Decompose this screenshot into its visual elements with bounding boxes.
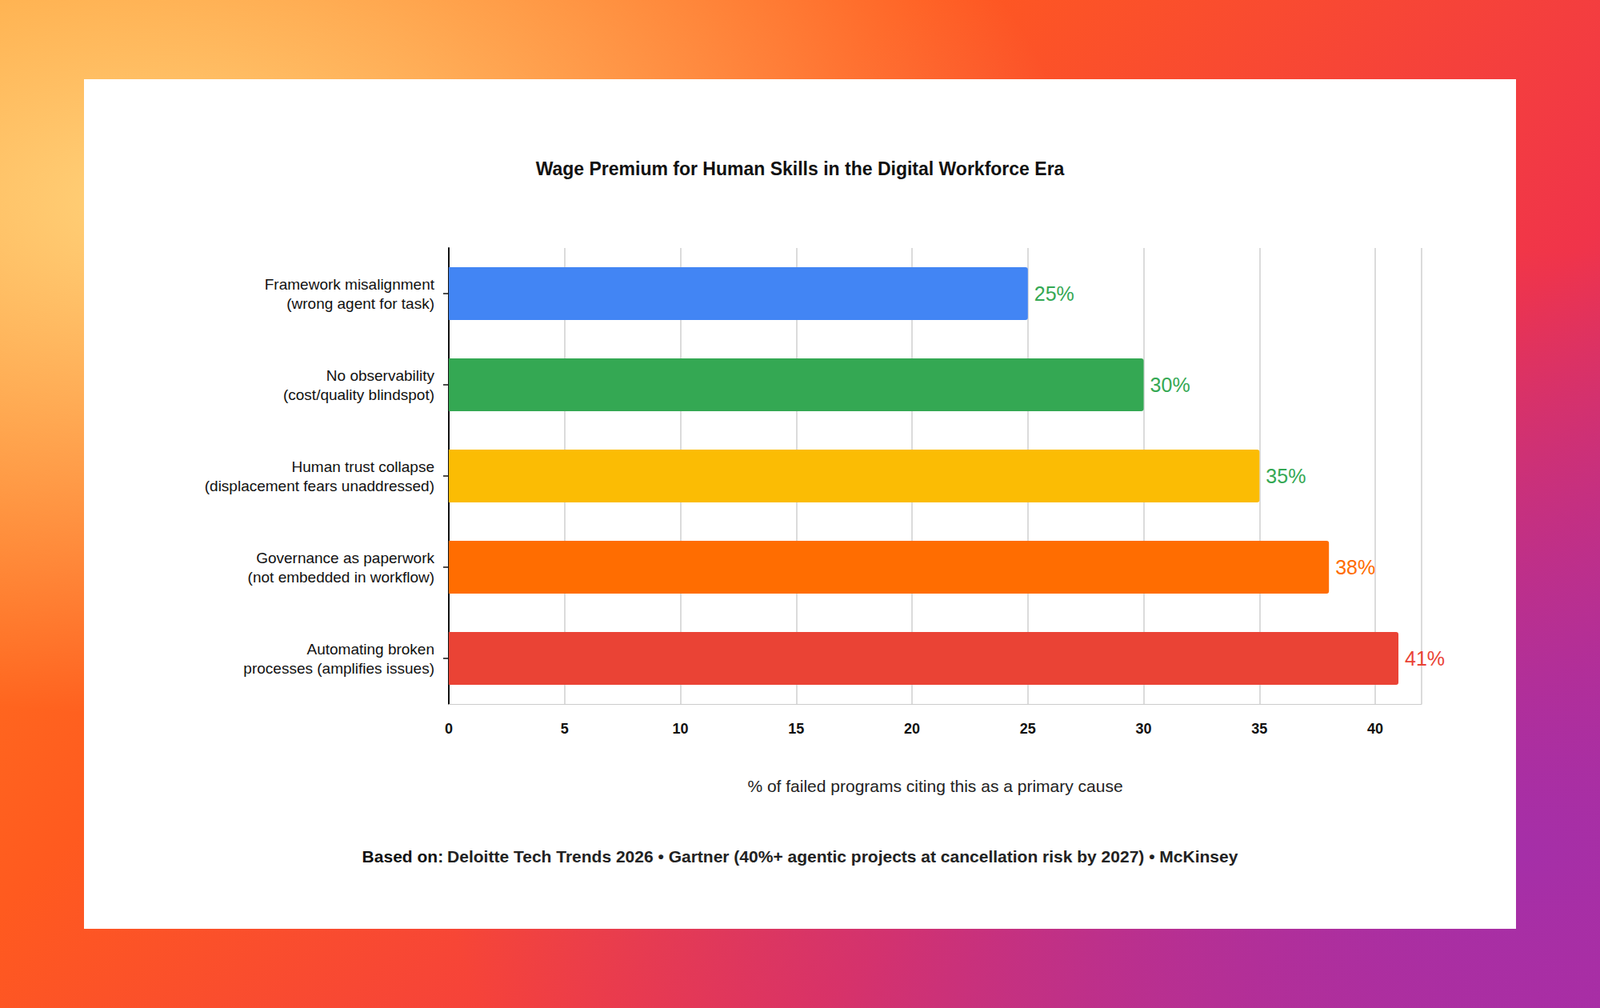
svg-text:% of failed programs citing th: % of failed programs citing this as a pr… [747,776,1123,796]
svg-text:40: 40 [1367,720,1384,737]
svg-text:Framework misalignment: Framework misalignment [264,276,436,293]
svg-text:30%: 30% [1150,373,1191,396]
svg-text:Automating broken: Automating broken [307,640,436,658]
svg-text:Based on:: Based on: [362,847,444,866]
svg-text:25%: 25% [1034,282,1075,305]
svg-text:15: 15 [788,720,804,737]
svg-text:(not embedded in workflow): (not embedded in workflow) [248,568,435,586]
svg-text:25: 25 [1020,720,1036,737]
svg-text:10: 10 [672,720,689,737]
svg-text:38%: 38% [1335,556,1376,579]
svg-text:No observability: No observability [326,367,436,384]
svg-text:5: 5 [560,720,569,737]
svg-text:(cost/quality blindspot): (cost/quality blindspot) [283,386,435,404]
svg-text:(wrong agent for task): (wrong agent for task) [286,295,435,312]
svg-text:Wage Premium for Human Skills: Wage Premium for Human Skills in the Dig… [536,158,1065,180]
svg-text:Human trust collapse: Human trust collapse [292,458,435,476]
svg-text:processes (amplifies issues): processes (amplifies issues) [243,660,435,677]
svg-text:35: 35 [1251,720,1268,737]
svg-text:30: 30 [1136,720,1152,737]
svg-text:20: 20 [904,720,920,737]
svg-text:0: 0 [444,720,453,737]
svg-text:Governance as paperwork: Governance as paperwork [256,549,435,567]
svg-text:(displacement fears unaddresse: (displacement fears unaddressed) [204,477,435,495]
svg-text:41%: 41% [1404,647,1445,670]
svg-text:35%: 35% [1265,464,1306,488]
svg-text:Deloitte Tech Trends 2026 • Ga: Deloitte Tech Trends 2026 • Gartner (40%… [447,847,1239,866]
